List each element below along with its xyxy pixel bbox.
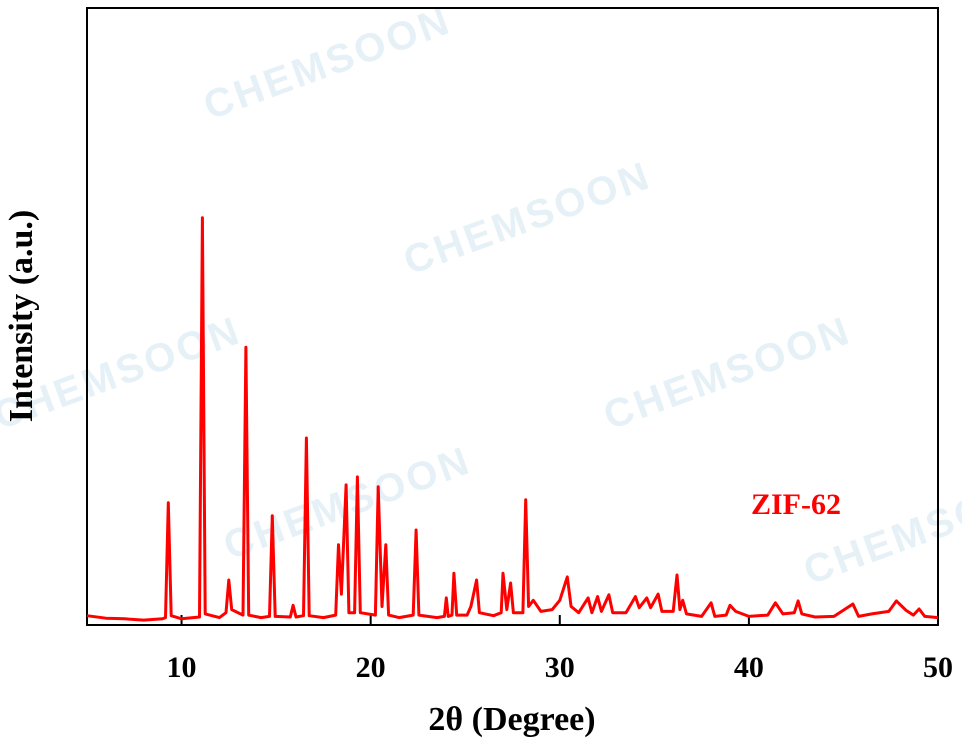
x-tick-label: 40 [734, 651, 764, 684]
x-axis-label: 2θ (Degree) [428, 701, 595, 738]
x-tick-label: 50 [923, 651, 953, 684]
y-axis-label: Intensity (a.u.) [3, 210, 40, 423]
x-tick-label: 10 [167, 651, 197, 684]
watermark: CHEMSOON [398, 153, 657, 283]
x-tick-label: 20 [356, 651, 386, 684]
plot-frame [86, 7, 939, 626]
data-line [86, 216, 939, 622]
watermark: CHEMSOON [198, 0, 457, 128]
watermark: CHEMSOON [598, 308, 857, 438]
series-label: ZIF-62 [751, 488, 841, 521]
x-tick-label: 30 [545, 651, 575, 684]
